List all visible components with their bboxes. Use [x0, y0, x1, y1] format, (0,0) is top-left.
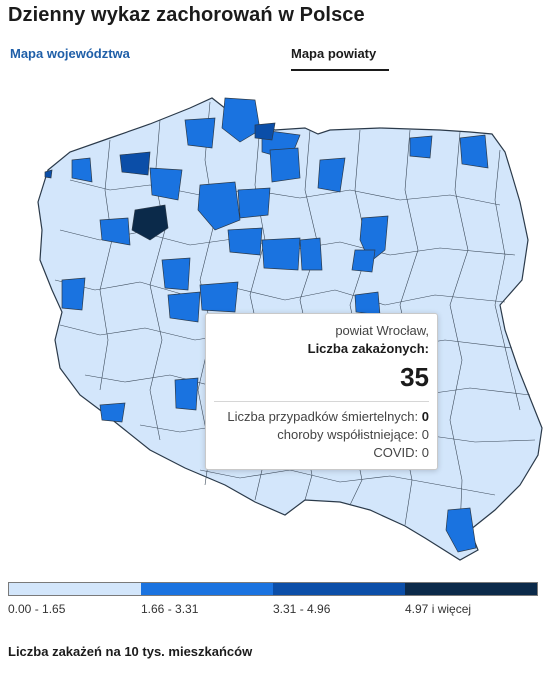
tooltip-district: powiat Wrocław, [335, 323, 429, 338]
tooltip-deaths-row: Liczba przypadków śmiertelnych: 0 [214, 408, 429, 426]
legend-label-2: 1.66 - 3.31 [141, 602, 199, 616]
legend-swatch-2 [141, 583, 273, 595]
legend-swatch-1 [9, 583, 141, 595]
legend-color-scale [8, 582, 538, 596]
tooltip-divider [214, 401, 429, 402]
counties-level-3[interactable] [44, 122, 276, 179]
tab-county-map[interactable]: Mapa powiaty [291, 46, 389, 71]
map-legend: 0.00 - 1.65 1.66 - 3.31 3.31 - 4.96 4.97… [8, 582, 538, 622]
tooltip-covid-value: 0 [421, 445, 429, 460]
legend-swatch-4 [405, 583, 537, 595]
legend-label-1: 0.00 - 1.65 [8, 602, 66, 616]
tooltip-covid-row: COVID: 0 [214, 444, 429, 462]
county-tooltip: powiat Wrocław, Liczba zakażonych: 35 Li… [205, 313, 438, 470]
tooltip-comorbid-label: choroby współistniejące: [277, 427, 419, 442]
legend-label-3: 3.31 - 4.96 [273, 602, 331, 616]
tooltip-comorbid-row: choroby współistniejące: 0 [214, 426, 429, 444]
legend-labels: 0.00 - 1.65 1.66 - 3.31 3.31 - 4.96 4.97… [8, 602, 538, 622]
legend-caption: Liczba zakażeń na 10 tys. mieszkańców [8, 644, 253, 659]
tooltip-cases-label: Liczba zakażonych: [307, 341, 429, 356]
tooltip-cases-value: 35 [400, 362, 429, 392]
page-title: Dzienny wykaz zachorowań w Polsce [8, 4, 365, 26]
legend-swatch-3 [273, 583, 405, 595]
counties-level-4[interactable] [131, 204, 169, 241]
tooltip-deaths-value: 0 [421, 409, 429, 424]
legend-label-4: 4.97 i więcej [405, 602, 472, 616]
map-tabs: Mapa województwa Mapa powiaty [0, 40, 550, 84]
tooltip-deaths-label: Liczba przypadków śmiertelnych: [227, 409, 419, 424]
tab-voivodeship-map[interactable]: Mapa województwa [10, 46, 130, 61]
tooltip-covid-label: COVID: [373, 445, 419, 460]
tooltip-comorbid-value: 0 [421, 427, 429, 442]
